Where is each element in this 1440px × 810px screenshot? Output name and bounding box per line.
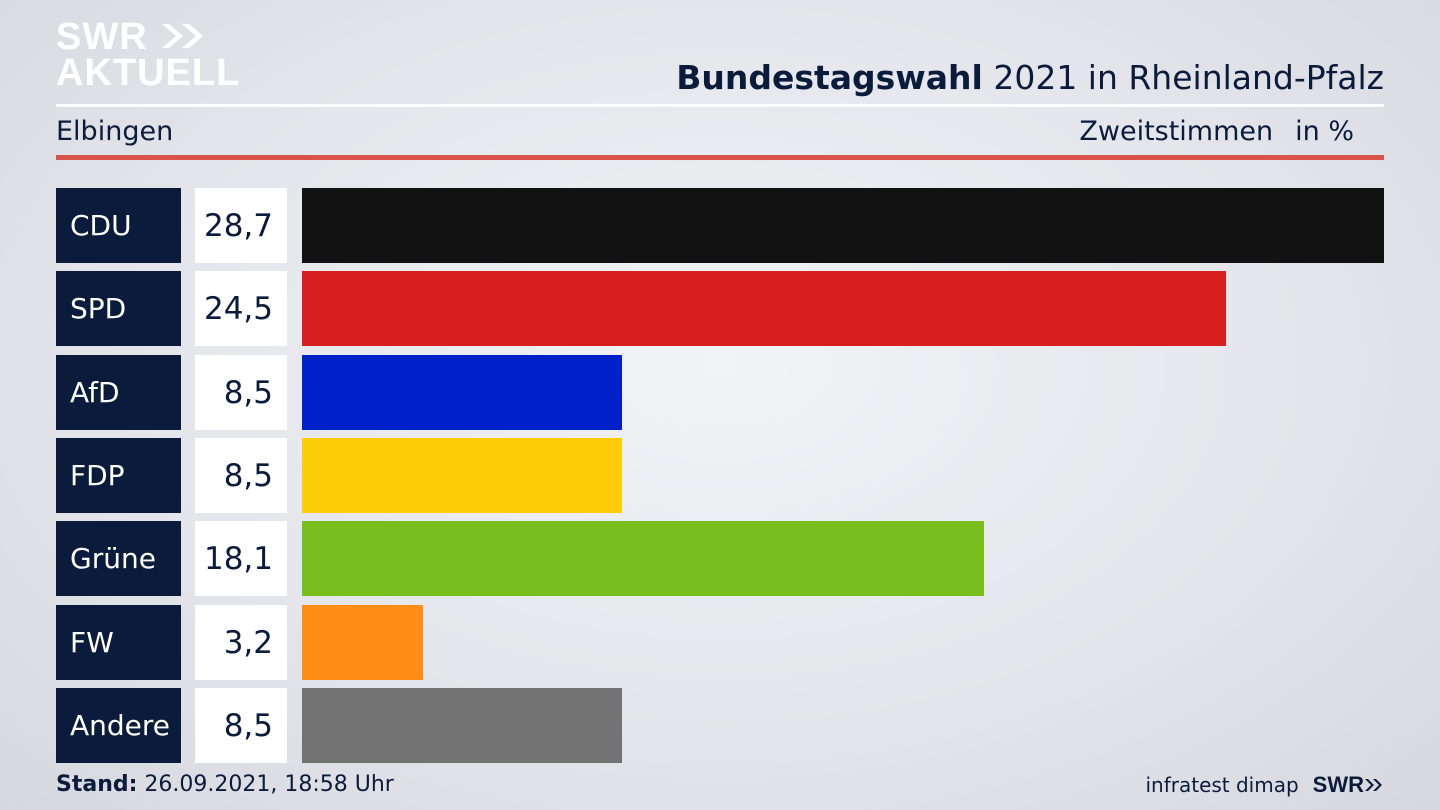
source-credit: infratest dimap SWR: [1145, 772, 1384, 798]
bar-row-fdp: FDP 8,5: [0, 438, 1440, 513]
value-label: 8,5: [195, 688, 287, 763]
bar: [302, 605, 423, 680]
value-label: 24,5: [195, 271, 287, 346]
timestamp: Stand: 26.09.2021, 18:58 Uhr: [56, 770, 394, 800]
party-label: SPD: [56, 271, 181, 346]
bar-row-andere: Andere 8,5: [0, 688, 1440, 763]
value-label: 18,1: [195, 521, 287, 596]
bar-row-cdu: CDU 28,7: [0, 188, 1440, 263]
logo-aktuell-text: AKTUELL: [56, 52, 241, 94]
bar-row-grüne: Grüne 18,1: [0, 521, 1440, 596]
party-label: FDP: [56, 438, 181, 513]
bar: [302, 438, 622, 513]
stand-label: Stand:: [56, 772, 138, 797]
title-strong: Bundestagswahl: [676, 58, 983, 97]
party-label: Andere: [56, 688, 181, 763]
bar: [302, 688, 622, 763]
source-label: infratest dimap: [1145, 773, 1299, 797]
party-label: Grüne: [56, 521, 181, 596]
swr-footer-text: SWR: [1312, 772, 1364, 797]
header-divider: [56, 104, 1384, 107]
vote-type-label: Zweitstimmen in %: [1079, 114, 1354, 150]
logo-swr-text: SWR: [56, 16, 148, 58]
party-label: CDU: [56, 188, 181, 263]
title-rest: 2021 in Rheinland-Pfalz: [982, 58, 1384, 97]
bar-row-fw: FW 3,2: [0, 605, 1440, 680]
bar: [302, 355, 622, 430]
swr-footer-logo: SWR: [1313, 772, 1384, 798]
stand-value: 26.09.2021, 18:58 Uhr: [137, 772, 394, 797]
swr-aktuell-logo: SWR AKTUELL: [56, 16, 239, 92]
party-label: AfD: [56, 355, 181, 430]
vote-type: Zweitstimmen: [1079, 116, 1274, 147]
bar: [302, 188, 1384, 263]
value-label: 8,5: [195, 438, 287, 513]
value-label: 28,7: [195, 188, 287, 263]
bar: [302, 521, 984, 596]
footer-chevron-icon: [1365, 779, 1382, 791]
bar: [302, 271, 1226, 346]
bar-row-afd: AfD 8,5: [0, 355, 1440, 430]
bar-row-spd: SPD 24,5: [0, 271, 1440, 346]
value-label: 8,5: [195, 355, 287, 430]
party-label: FW: [56, 605, 181, 680]
double-chevron-icon: [162, 24, 203, 48]
accent-divider: [56, 155, 1384, 160]
chart-title: Bundestagswahl 2021 in Rheinland-Pfalz: [676, 58, 1384, 98]
unit-label: in %: [1295, 116, 1354, 147]
value-label: 3,2: [195, 605, 287, 680]
location-label: Elbingen: [56, 116, 174, 147]
